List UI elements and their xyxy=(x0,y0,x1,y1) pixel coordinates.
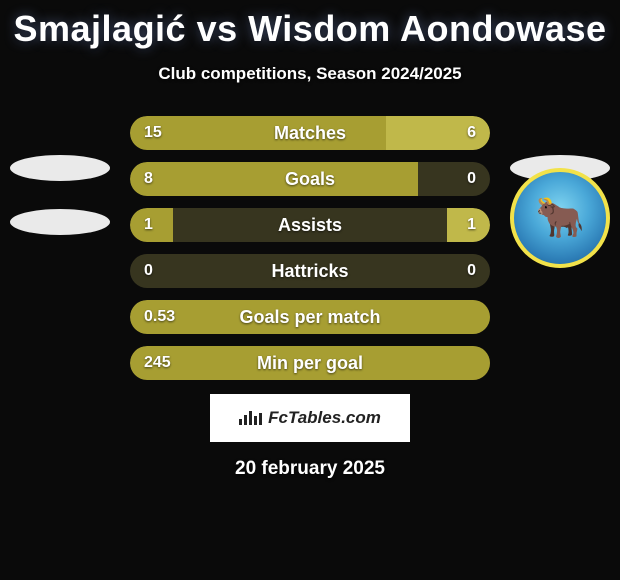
stat-label: Goals per match xyxy=(130,300,490,334)
brand-label: FcTables.com xyxy=(268,408,381,428)
stat-value-right: 6 xyxy=(467,116,476,150)
stats-container: 15Matches68Goals01Assists10Hattricks00.5… xyxy=(130,116,490,380)
page-subtitle: Club competitions, Season 2024/2025 xyxy=(0,64,620,84)
left-crest-2 xyxy=(10,172,110,272)
club-badge-icon: 🐂 xyxy=(510,168,610,268)
stat-label: Min per goal xyxy=(130,346,490,380)
stat-row: 245Min per goal xyxy=(130,346,490,380)
stat-row: 1Assists1 xyxy=(130,208,490,242)
stat-value-right: 1 xyxy=(467,208,476,242)
stat-row: 0.53Goals per match xyxy=(130,300,490,334)
page-title: Smajlagić vs Wisdom Aondowase xyxy=(0,0,620,50)
brand-badge[interactable]: FcTables.com xyxy=(210,394,410,442)
stat-row: 0Hattricks0 xyxy=(130,254,490,288)
right-crest-badge: 🐂 xyxy=(510,168,610,268)
stat-label: Hattricks xyxy=(130,254,490,288)
stat-label: Goals xyxy=(130,162,490,196)
stat-label: Assists xyxy=(130,208,490,242)
stat-value-right: 0 xyxy=(467,254,476,288)
stat-row: 15Matches6 xyxy=(130,116,490,150)
stat-label: Matches xyxy=(130,116,490,150)
stat-value-right: 0 xyxy=(467,162,476,196)
bars-icon xyxy=(239,411,262,425)
footer-date: 20 february 2025 xyxy=(0,458,620,480)
stat-row: 8Goals0 xyxy=(130,162,490,196)
